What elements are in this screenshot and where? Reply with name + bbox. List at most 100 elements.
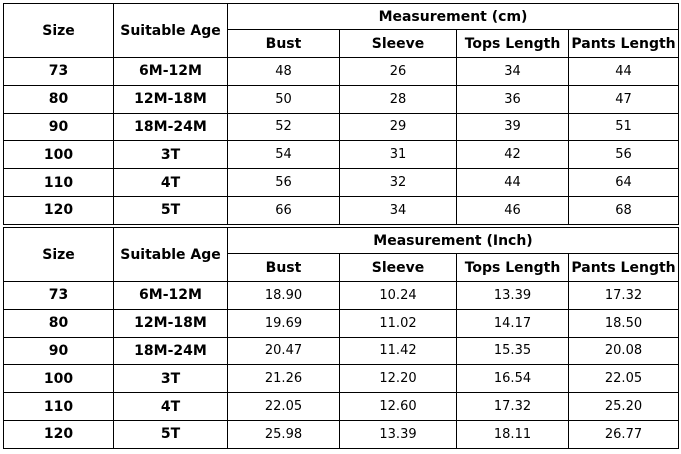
sleeve-cell: 29 xyxy=(339,112,457,142)
size-chart-inch-table: Size Suitable Age Measurement (Inch) Bus… xyxy=(3,227,679,449)
sleeve-cell: 26 xyxy=(339,57,457,86)
suitable-age-cell: 18M-24M xyxy=(113,336,228,366)
measurement-inch-header: Measurement (Inch) xyxy=(227,227,679,254)
sleeve-cell: 13.39 xyxy=(339,419,457,449)
size-header: Size xyxy=(3,227,114,282)
suitable-age-cell: 3T xyxy=(113,364,228,394)
suitable-age-header: Suitable Age xyxy=(113,3,228,58)
size-cell: 90 xyxy=(3,112,114,142)
sleeve-cell: 28 xyxy=(339,84,457,114)
pants-length-header: Pants Length xyxy=(568,29,679,58)
sleeve-cell: 34 xyxy=(339,195,457,225)
table-row: 90 18M-24M 52 29 39 51 xyxy=(3,112,679,142)
size-cell: 73 xyxy=(3,281,114,310)
table-row: 100 3T 21.26 12.20 16.54 22.05 xyxy=(3,364,679,394)
pants-length-cell: 47 xyxy=(568,84,679,114)
size-cell: 110 xyxy=(3,392,114,421)
sleeve-cell: 10.24 xyxy=(339,281,457,310)
suitable-age-cell: 6M-12M xyxy=(113,281,228,310)
pants-length-cell: 56 xyxy=(568,140,679,170)
bust-header: Bust xyxy=(227,253,340,282)
bust-cell: 52 xyxy=(227,112,340,142)
sleeve-cell: 32 xyxy=(339,168,457,197)
table-row: 120 5T 66 34 46 68 xyxy=(3,195,679,225)
size-cell: 110 xyxy=(3,168,114,197)
tops-length-cell: 13.39 xyxy=(456,281,569,310)
size-header: Size xyxy=(3,3,114,58)
tops-length-cell: 34 xyxy=(456,57,569,86)
suitable-age-cell: 5T xyxy=(113,195,228,225)
sleeve-cell: 12.60 xyxy=(339,392,457,421)
pants-length-cell: 18.50 xyxy=(568,308,679,338)
suitable-age-cell: 4T xyxy=(113,168,228,197)
table-row: 80 12M-18M 50 28 36 47 xyxy=(3,84,679,114)
pants-length-cell: 68 xyxy=(568,195,679,225)
suitable-age-cell: 3T xyxy=(113,140,228,170)
tops-length-cell: 15.35 xyxy=(456,336,569,366)
tops-length-cell: 16.54 xyxy=(456,364,569,394)
tops-length-cell: 42 xyxy=(456,140,569,170)
header-row: Size Suitable Age Measurement (Inch) xyxy=(3,227,679,282)
pants-length-cell: 25.20 xyxy=(568,392,679,421)
size-cell: 100 xyxy=(3,140,114,170)
sleeve-cell: 12.20 xyxy=(339,364,457,394)
size-chart-cm-body: Size Suitable Age Measurement (cm) Bust … xyxy=(3,3,679,225)
subheader-row: Bust Sleeve Tops Length Pants Length xyxy=(4,253,679,282)
suitable-age-cell: 18M-24M xyxy=(113,112,228,142)
bust-cell: 54 xyxy=(227,140,340,170)
size-chart-inch-body: Size Suitable Age Measurement (Inch) Bus… xyxy=(3,227,679,449)
suitable-age-cell: 4T xyxy=(113,392,228,421)
pants-length-cell: 51 xyxy=(568,112,679,142)
size-cell: 120 xyxy=(3,419,114,449)
sleeve-cell: 31 xyxy=(339,140,457,170)
tops-length-header: Tops Length xyxy=(456,29,569,58)
bust-header: Bust xyxy=(227,29,340,58)
size-cell: 90 xyxy=(3,336,114,366)
suitable-age-cell: 6M-12M xyxy=(113,57,228,86)
sleeve-header: Sleeve xyxy=(339,253,457,282)
bust-cell: 19.69 xyxy=(227,308,340,338)
pants-length-header: Pants Length xyxy=(568,253,679,282)
suitable-age-header: Suitable Age xyxy=(113,227,228,282)
suitable-age-cell: 12M-18M xyxy=(113,308,228,338)
measurement-cm-header: Measurement (cm) xyxy=(227,3,679,30)
pants-length-cell: 17.32 xyxy=(568,281,679,310)
sleeve-cell: 11.02 xyxy=(339,308,457,338)
size-cell: 73 xyxy=(3,57,114,86)
sleeve-cell: 11.42 xyxy=(339,336,457,366)
tops-length-cell: 44 xyxy=(456,168,569,197)
table-row: 110 4T 56 32 44 64 xyxy=(3,168,679,197)
pants-length-cell: 20.08 xyxy=(568,336,679,366)
table-row: 100 3T 54 31 42 56 xyxy=(3,140,679,170)
bust-cell: 66 xyxy=(227,195,340,225)
size-cell: 100 xyxy=(3,364,114,394)
tops-length-header: Tops Length xyxy=(456,253,569,282)
size-chart-cm-table: Size Suitable Age Measurement (cm) Bust … xyxy=(3,3,679,225)
tops-length-cell: 39 xyxy=(456,112,569,142)
bust-cell: 56 xyxy=(227,168,340,197)
bust-cell: 48 xyxy=(227,57,340,86)
size-cell: 80 xyxy=(3,308,114,338)
size-cell: 80 xyxy=(3,84,114,114)
suitable-age-cell: 5T xyxy=(113,419,228,449)
table-row: 110 4T 22.05 12.60 17.32 25.20 xyxy=(3,392,679,421)
bust-cell: 20.47 xyxy=(227,336,340,366)
bust-cell: 21.26 xyxy=(227,364,340,394)
table-row: 80 12M-18M 19.69 11.02 14.17 18.50 xyxy=(3,308,679,338)
table-row: 73 6M-12M 18.90 10.24 13.39 17.32 xyxy=(3,281,679,310)
sleeve-header: Sleeve xyxy=(339,29,457,58)
table-row: 90 18M-24M 20.47 11.42 15.35 20.08 xyxy=(3,336,679,366)
subheader-row: Bust Sleeve Tops Length Pants Length xyxy=(4,29,679,58)
bust-cell: 25.98 xyxy=(227,419,340,449)
pants-length-cell: 26.77 xyxy=(568,419,679,449)
size-cell: 120 xyxy=(3,195,114,225)
table-row: 73 6M-12M 48 26 34 44 xyxy=(3,57,679,86)
tops-length-cell: 46 xyxy=(456,195,569,225)
tops-length-cell: 36 xyxy=(456,84,569,114)
pants-length-cell: 64 xyxy=(568,168,679,197)
table-row: 120 5T 25.98 13.39 18.11 26.77 xyxy=(3,419,679,449)
tops-length-cell: 17.32 xyxy=(456,392,569,421)
header-row: Size Suitable Age Measurement (cm) xyxy=(3,3,679,58)
tops-length-cell: 14.17 xyxy=(456,308,569,338)
bust-cell: 22.05 xyxy=(227,392,340,421)
